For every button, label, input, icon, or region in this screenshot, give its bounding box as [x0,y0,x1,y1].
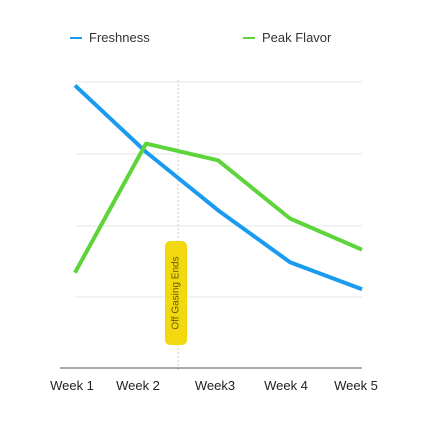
x-tick-label: Week 1 [50,378,94,393]
annotation-box [165,241,187,345]
x-tick-label: Week 4 [264,378,308,393]
legend-swatch-peak-flavor [243,36,255,39]
series-lines [73,83,363,292]
grid-lines [75,81,362,298]
legend-label-freshness: Freshness [89,30,150,45]
annotation-off-gasing: Off Gasing Ends [165,241,187,345]
series-line-freshness [73,83,363,292]
legend-item-peak-flavor: Peak Flavor [243,30,331,45]
annotation-label: Off Gasing Ends [171,256,182,329]
x-tick-label: Week3 [195,378,235,393]
series-line-peak-flavor [73,141,363,274]
legend-item-freshness: Freshness [70,30,150,45]
legend-swatch-freshness [70,36,82,39]
legend-label-peak-flavor: Peak Flavor [262,30,332,45]
x-axis-labels: Week 1 Week 2 Week3 Week 4 Week 5 [50,378,378,393]
x-tick-label: Week 5 [334,378,378,393]
x-tick-label: Week 2 [116,378,160,393]
chart-legend: Freshness Peak Flavor [0,30,438,50]
